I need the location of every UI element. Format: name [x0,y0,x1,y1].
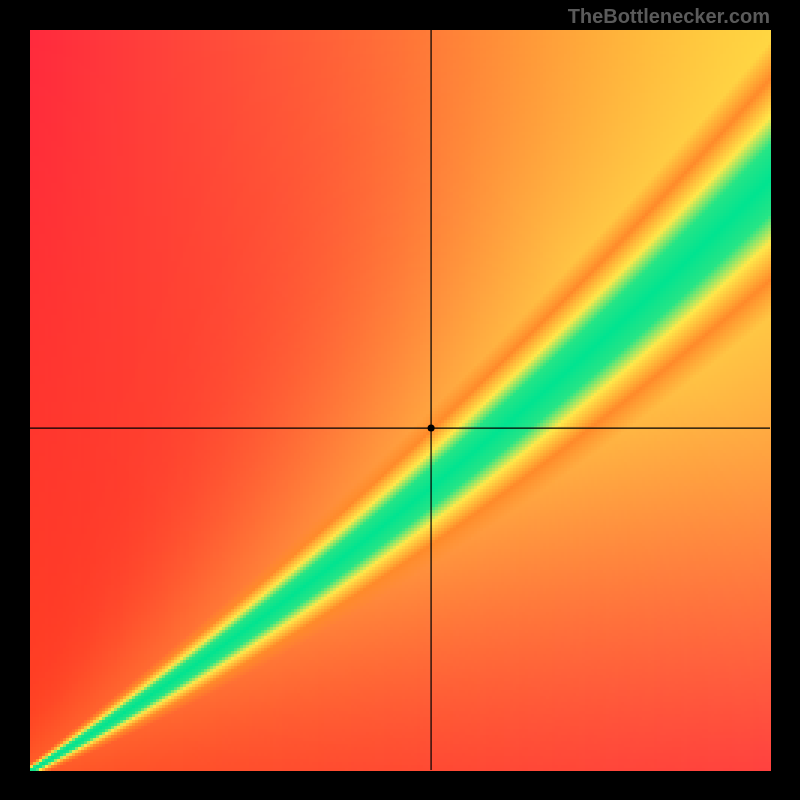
heatmap-canvas [0,0,800,800]
chart-container: TheBottlenecker.com [0,0,800,800]
watermark-text: TheBottlenecker.com [568,6,770,29]
